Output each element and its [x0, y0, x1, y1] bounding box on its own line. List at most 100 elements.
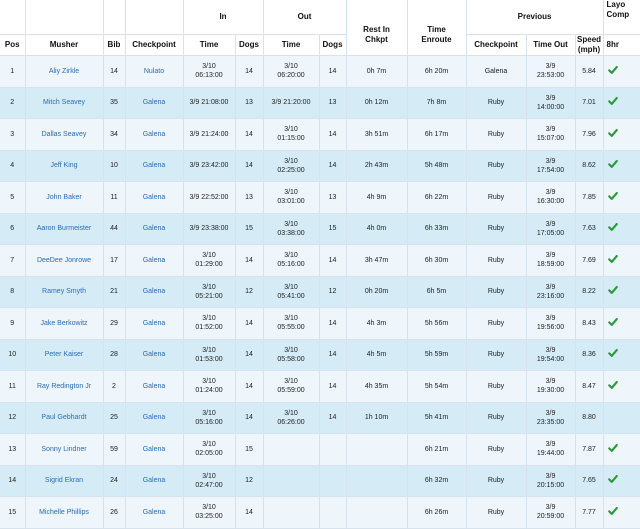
- cell-musher[interactable]: Mitch Seavey: [25, 87, 104, 119]
- cell-enroute: 6h 5m: [407, 276, 467, 308]
- checkpoint-link[interactable]: Galena: [142, 382, 166, 390]
- header-8hr[interactable]: 8hr: [603, 34, 640, 56]
- header-musher[interactable]: Musher: [25, 34, 104, 56]
- header-in-time[interactable]: Time: [183, 34, 236, 56]
- musher-link[interactable]: Sonny Lindner: [41, 445, 87, 453]
- musher-link[interactable]: DeeDee Jonrowe: [36, 256, 92, 264]
- out-time-date: 3/10: [284, 63, 298, 70]
- musher-link[interactable]: Dallas Seavey: [41, 130, 87, 138]
- header-checkpoint[interactable]: Checkpoint: [125, 34, 184, 56]
- cell-musher[interactable]: Paul Gebhardt: [25, 402, 104, 434]
- musher-link[interactable]: Ray Redington Jr: [36, 382, 92, 390]
- cell-in-dogs: 14: [235, 307, 264, 340]
- cell-checkpoint[interactable]: Galena: [125, 402, 184, 434]
- cell-checkpoint[interactable]: Galena: [125, 496, 184, 529]
- header-pos[interactable]: Pos: [0, 34, 26, 56]
- header-in-dogs[interactable]: Dogs: [235, 34, 264, 56]
- cell-checkpoint[interactable]: Galena: [125, 433, 184, 466]
- cell-checkpoint[interactable]: Galena: [125, 244, 184, 277]
- cell-musher[interactable]: Ray Redington Jr: [25, 370, 104, 403]
- cell-musher[interactable]: Peter Kaiser: [25, 339, 104, 371]
- cell-out-time: 3/10 03:38:00: [263, 213, 320, 245]
- cell-checkpoint[interactable]: Nulato: [125, 55, 184, 88]
- cell-prev-time-out: 3/9 23:53:00: [526, 55, 576, 88]
- table-row: 12 Paul Gebhardt 25 Galena 3/10 05:16:00 …: [0, 402, 640, 434]
- checkpoint-link[interactable]: Galena: [142, 130, 166, 138]
- musher-link[interactable]: Aaron Burmeister: [36, 225, 92, 232]
- cell-musher[interactable]: Aaron Burmeister: [25, 213, 104, 245]
- cell-in-time: 3/10 01:29:00: [183, 244, 236, 277]
- header-speed[interactable]: Speed (mph): [575, 34, 604, 56]
- cell-musher[interactable]: Ramey Smyth: [25, 276, 104, 308]
- checkmark-icon: [607, 286, 618, 294]
- cell-musher[interactable]: Sigrid Ekran: [25, 465, 104, 497]
- cell-musher[interactable]: Sonny Lindner: [25, 433, 104, 466]
- cell-musher[interactable]: Michelle Phillips: [25, 496, 104, 529]
- cell-prev-checkpoint: Ruby: [466, 370, 527, 403]
- header-prev-checkpoint[interactable]: Checkpoint: [466, 34, 527, 56]
- cell-out-dogs: 14: [319, 244, 347, 277]
- cell-musher[interactable]: Jeff King: [25, 150, 104, 182]
- musher-link[interactable]: Sigrid Ekran: [44, 477, 84, 484]
- checkpoint-link[interactable]: Galena: [142, 477, 166, 484]
- cell-musher[interactable]: Dallas Seavey: [25, 118, 104, 151]
- cell-enroute: 5h 59m: [407, 339, 467, 371]
- cell-checkpoint[interactable]: Galena: [125, 213, 184, 245]
- musher-link[interactable]: Ramey Smyth: [42, 288, 86, 295]
- checkpoint-link[interactable]: Galena: [142, 99, 166, 106]
- cell-in-time: 3/10 06:13:00: [183, 55, 236, 88]
- musher-link[interactable]: Jeff King: [50, 162, 78, 169]
- musher-link[interactable]: Aliy Zirkle: [48, 67, 80, 75]
- cell-prev-time-out: 3/9 17:54:00: [526, 150, 576, 182]
- musher-link[interactable]: Mitch Seavey: [42, 99, 86, 106]
- cell-musher[interactable]: Aliy Zirkle: [25, 55, 104, 88]
- cell-prev-checkpoint: Ruby: [466, 87, 527, 119]
- header-prev-time-out[interactable]: Time Out: [526, 34, 576, 56]
- checkpoint-link[interactable]: Galena: [142, 414, 166, 421]
- cell-rest: 4h 3m: [346, 307, 408, 340]
- cell-rest: 3h 51m: [346, 118, 408, 151]
- header-rest[interactable]: Rest In Chkpt: [346, 24, 408, 46]
- musher-link[interactable]: Jake Berkowitz: [40, 319, 88, 327]
- cell-out-time: 3/10 05:41:00: [263, 276, 320, 308]
- checkpoint-link[interactable]: Galena: [142, 508, 166, 516]
- header-enroute[interactable]: Time Enroute: [407, 24, 467, 46]
- checkpoint-link[interactable]: Galena: [142, 256, 166, 264]
- cell-out-dogs: [319, 465, 347, 497]
- cell-musher[interactable]: DeeDee Jonrowe: [25, 244, 104, 277]
- header-out-dogs[interactable]: Dogs: [319, 34, 347, 56]
- cell-checkpoint[interactable]: Galena: [125, 87, 184, 119]
- musher-link[interactable]: Peter Kaiser: [44, 351, 84, 358]
- cell-musher[interactable]: John Baker: [25, 181, 104, 214]
- musher-link[interactable]: Paul Gebhardt: [41, 414, 87, 421]
- cell-checkpoint[interactable]: Galena: [125, 370, 184, 403]
- checkpoint-link[interactable]: Galena: [142, 351, 166, 358]
- cell-checkpoint[interactable]: Galena: [125, 118, 184, 151]
- header-bib[interactable]: Bib: [103, 34, 126, 56]
- checkpoint-link[interactable]: Galena: [142, 162, 166, 169]
- cell-checkpoint[interactable]: Galena: [125, 150, 184, 182]
- header-out-time[interactable]: Time: [263, 34, 320, 56]
- checkpoint-link[interactable]: Galena: [142, 288, 166, 295]
- cell-musher[interactable]: Jake Berkowitz: [25, 307, 104, 340]
- cell-checkpoint[interactable]: Galena: [125, 276, 184, 308]
- checkpoint-link[interactable]: Galena: [142, 225, 166, 232]
- musher-link[interactable]: Michelle Phillips: [39, 508, 89, 516]
- cell-bib: 26: [103, 496, 126, 529]
- cell-checkpoint[interactable]: Galena: [125, 465, 184, 497]
- cell-pos: 3: [0, 118, 26, 151]
- cell-out-time: [263, 433, 320, 466]
- checkpoint-link[interactable]: Galena: [142, 319, 166, 327]
- cell-8hr: [603, 496, 640, 529]
- cell-checkpoint[interactable]: Galena: [125, 307, 184, 340]
- table-row: 6 Aaron Burmeister 44 Galena 3/9 23:38:0…: [0, 213, 640, 245]
- cell-8hr: [603, 370, 640, 403]
- cell-8hr: [603, 307, 640, 340]
- checkpoint-link[interactable]: Galena: [142, 445, 166, 453]
- checkpoint-link[interactable]: Galena: [142, 193, 166, 201]
- cell-checkpoint[interactable]: Galena: [125, 339, 184, 371]
- cell-in-dogs: 12: [235, 465, 264, 497]
- musher-link[interactable]: John Baker: [46, 193, 82, 201]
- cell-checkpoint[interactable]: Galena: [125, 181, 184, 214]
- checkpoint-link[interactable]: Nulato: [143, 67, 165, 75]
